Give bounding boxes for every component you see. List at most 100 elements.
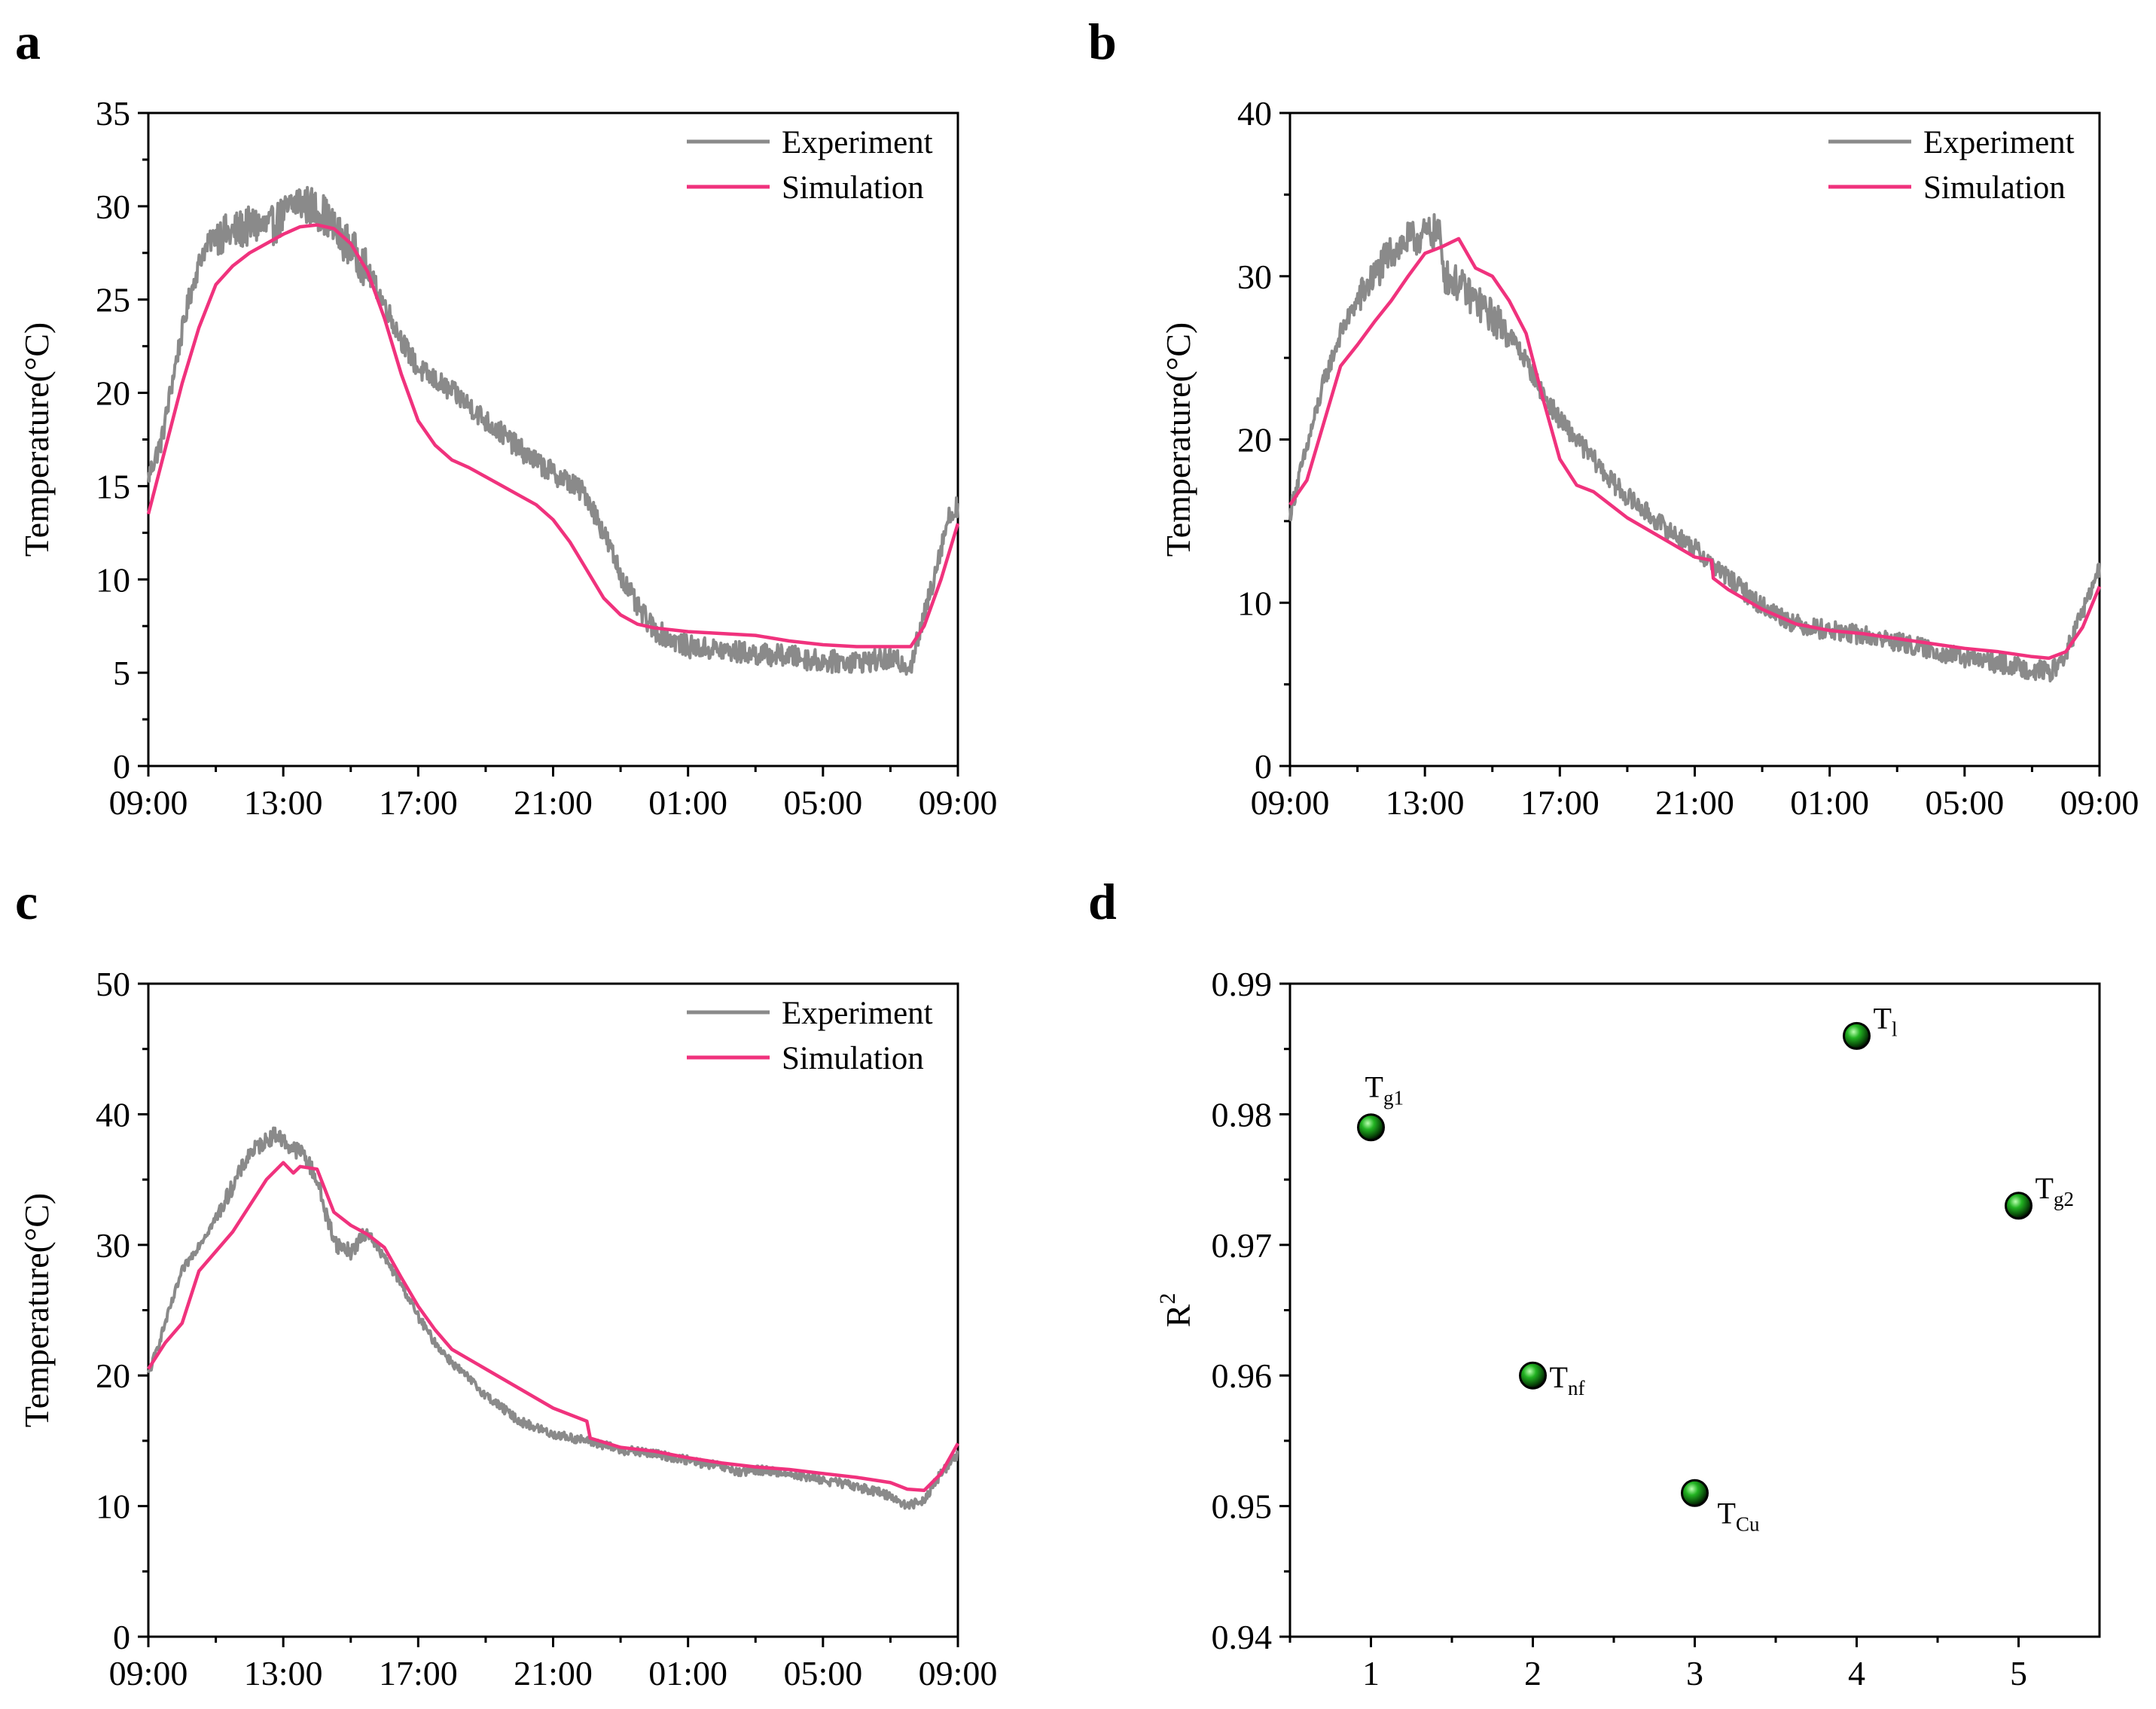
panel-letter-d: d bbox=[1088, 873, 1117, 930]
x-tick-label-b: 21:00 bbox=[1655, 783, 1734, 822]
y-tick-label-d: 0.99 bbox=[1212, 965, 1273, 1003]
y-tick-label-a: 5 bbox=[113, 654, 130, 692]
x-tick-label-b: 01:00 bbox=[1790, 783, 1869, 822]
x-tick-label-b: 13:00 bbox=[1386, 783, 1465, 822]
series-line-experiment-c bbox=[147, 1126, 959, 1510]
series-line-simulation-b bbox=[1288, 237, 2102, 661]
point-label-main: T bbox=[1874, 1001, 1892, 1035]
y-tick-label-a: 35 bbox=[96, 94, 130, 133]
y-tick-label-d: 0.95 bbox=[1212, 1488, 1273, 1526]
point-label-subscript: nf bbox=[1568, 1377, 1585, 1399]
x-tick-label-d: 4 bbox=[1848, 1654, 1865, 1692]
x-tick-label-d: 5 bbox=[2010, 1654, 2027, 1692]
x-tick-label-c: 17:00 bbox=[379, 1654, 458, 1692]
series-line-simulation-a bbox=[146, 223, 960, 649]
legend-label-experiment-a: Experiment bbox=[782, 125, 933, 160]
panel-a-chart: 0 5 10 15 20 25 30 35 09:00 13:00 17:00 21:00 01:00 0… bbox=[17, 94, 997, 822]
x-tick-label-c: 09:00 bbox=[919, 1654, 998, 1692]
y-axis-title-c: Temperature(°C) bbox=[17, 1193, 56, 1427]
panel-letter-a: a bbox=[15, 13, 41, 70]
x-tick-label-b: 17:00 bbox=[1520, 783, 1599, 822]
y-tick-label-b: 20 bbox=[1237, 421, 1272, 459]
plot-frame-c bbox=[147, 982, 959, 1638]
y-axis-title-b: Temperature(°C) bbox=[1159, 322, 1197, 557]
x-tick-label-b: 05:00 bbox=[1925, 783, 2004, 822]
point-label-main: T bbox=[2036, 1171, 2054, 1205]
y-tick-label-c: 40 bbox=[96, 1095, 130, 1134]
x-tick-label-c: 01:00 bbox=[648, 1654, 727, 1692]
y-tick-label-a: 15 bbox=[96, 467, 130, 505]
legend-label-simulation-a: Simulation bbox=[782, 170, 924, 206]
scatter-point-TCu bbox=[1681, 1479, 1709, 1507]
y-tick-label-a: 30 bbox=[96, 188, 130, 226]
y-tick-label-c: 20 bbox=[96, 1357, 130, 1395]
panel-d-chart: 0.940.950.960.970.980.991 2 3 4 5R2Tg1TnfTCu… bbox=[1155, 965, 2101, 1692]
point-label-main: T bbox=[1365, 1070, 1383, 1104]
y-tick-label-a: 25 bbox=[96, 281, 130, 319]
y-tick-label-c: 10 bbox=[96, 1488, 130, 1526]
panel-letter-b: b bbox=[1088, 13, 1117, 70]
point-label-Tg2: Tg2 bbox=[2036, 1171, 2074, 1210]
y-tick-label-c: 50 bbox=[96, 965, 130, 1003]
scatter-point-Tnf bbox=[1519, 1361, 1547, 1390]
point-label-main: T bbox=[1550, 1360, 1568, 1394]
series-line-simulation-c bbox=[147, 1161, 959, 1493]
panel-c-chart: 0 10 20 30 40 50 09:00 13:00 17:00 21:00 01:00 05:0… bbox=[17, 965, 997, 1692]
x-tick-label-a: 17:00 bbox=[379, 783, 458, 822]
point-label-subscript: l bbox=[1892, 1018, 1898, 1040]
point-label-subscript: g1 bbox=[1383, 1087, 1404, 1109]
panel-b-chart: 0 10 20 30 40 09:00 13:00 17:00 21:00 01:00 05:00 0… bbox=[1159, 94, 2139, 822]
plot-frame-b bbox=[1288, 111, 2101, 768]
scatter-point-Tg2 bbox=[2005, 1192, 2032, 1220]
legend-label-experiment-b: Experiment bbox=[1923, 125, 2075, 160]
y-tick-label-b: 10 bbox=[1237, 584, 1272, 622]
x-tick-label-b: 09:00 bbox=[1251, 783, 1330, 822]
y-tick-label-a: 20 bbox=[96, 374, 130, 413]
scatter-point-Tl bbox=[1843, 1021, 1871, 1050]
legend-label-experiment-c: Experiment bbox=[782, 996, 933, 1031]
x-tick-label-d: 3 bbox=[1686, 1654, 1703, 1692]
y-tick-label-b: 40 bbox=[1237, 94, 1272, 133]
series-line-experiment-b bbox=[1288, 213, 2101, 683]
y-tick-label-d: 0.98 bbox=[1212, 1095, 1273, 1134]
scatter-point-Tg1 bbox=[1357, 1113, 1385, 1142]
y-tick-label-d: 0.96 bbox=[1212, 1357, 1273, 1395]
x-tick-label-a: 21:00 bbox=[514, 783, 593, 822]
point-label-subscript: Cu bbox=[1736, 1512, 1760, 1535]
x-tick-label-a: 05:00 bbox=[783, 783, 862, 822]
point-label-Tg1: Tg1 bbox=[1365, 1070, 1404, 1109]
x-tick-label-b: 09:00 bbox=[2060, 783, 2139, 822]
x-tick-label-c: 05:00 bbox=[783, 1654, 862, 1692]
y-tick-label-a: 10 bbox=[96, 560, 130, 599]
x-tick-label-a: 13:00 bbox=[244, 783, 323, 822]
y-tick-label-d: 0.97 bbox=[1212, 1226, 1273, 1265]
x-tick-label-c: 13:00 bbox=[244, 1654, 323, 1692]
y-tick-label-b: 30 bbox=[1237, 258, 1272, 296]
series-line-experiment-a bbox=[147, 185, 959, 676]
point-label-Tnf: Tnf bbox=[1550, 1360, 1585, 1399]
y-tick-label-b: 0 bbox=[1255, 747, 1272, 786]
y-axis-title-superscript: 2 bbox=[1155, 1293, 1180, 1305]
point-label-main: T bbox=[1718, 1496, 1736, 1530]
x-tick-label-d: 1 bbox=[1362, 1654, 1380, 1692]
point-label-subscript: g2 bbox=[2054, 1188, 2074, 1210]
x-tick-label-a: 01:00 bbox=[648, 783, 727, 822]
y-axis-title-d: R2 bbox=[1155, 1293, 1197, 1328]
y-tick-label-c: 30 bbox=[96, 1226, 130, 1265]
y-tick-label-c: 0 bbox=[113, 1618, 130, 1656]
point-label-Tl: Tl bbox=[1874, 1001, 1898, 1040]
x-tick-label-c: 09:00 bbox=[109, 1654, 188, 1692]
y-tick-label-a: 0 bbox=[113, 747, 130, 786]
x-tick-label-c: 21:00 bbox=[514, 1654, 593, 1692]
x-tick-label-a: 09:00 bbox=[109, 783, 188, 822]
y-tick-label-d: 0.94 bbox=[1212, 1618, 1273, 1656]
plot-frame-d bbox=[1288, 982, 2101, 1638]
point-label-TCu: TCu bbox=[1718, 1496, 1760, 1535]
x-tick-label-a: 09:00 bbox=[919, 783, 998, 822]
legend-label-simulation-c: Simulation bbox=[782, 1041, 924, 1076]
legend-label-simulation-b: Simulation bbox=[1923, 170, 2066, 206]
y-axis-title-main: R bbox=[1159, 1304, 1197, 1327]
y-axis-title-a: Temperature(°C) bbox=[17, 322, 56, 557]
panel-letter-c: c bbox=[15, 873, 38, 930]
